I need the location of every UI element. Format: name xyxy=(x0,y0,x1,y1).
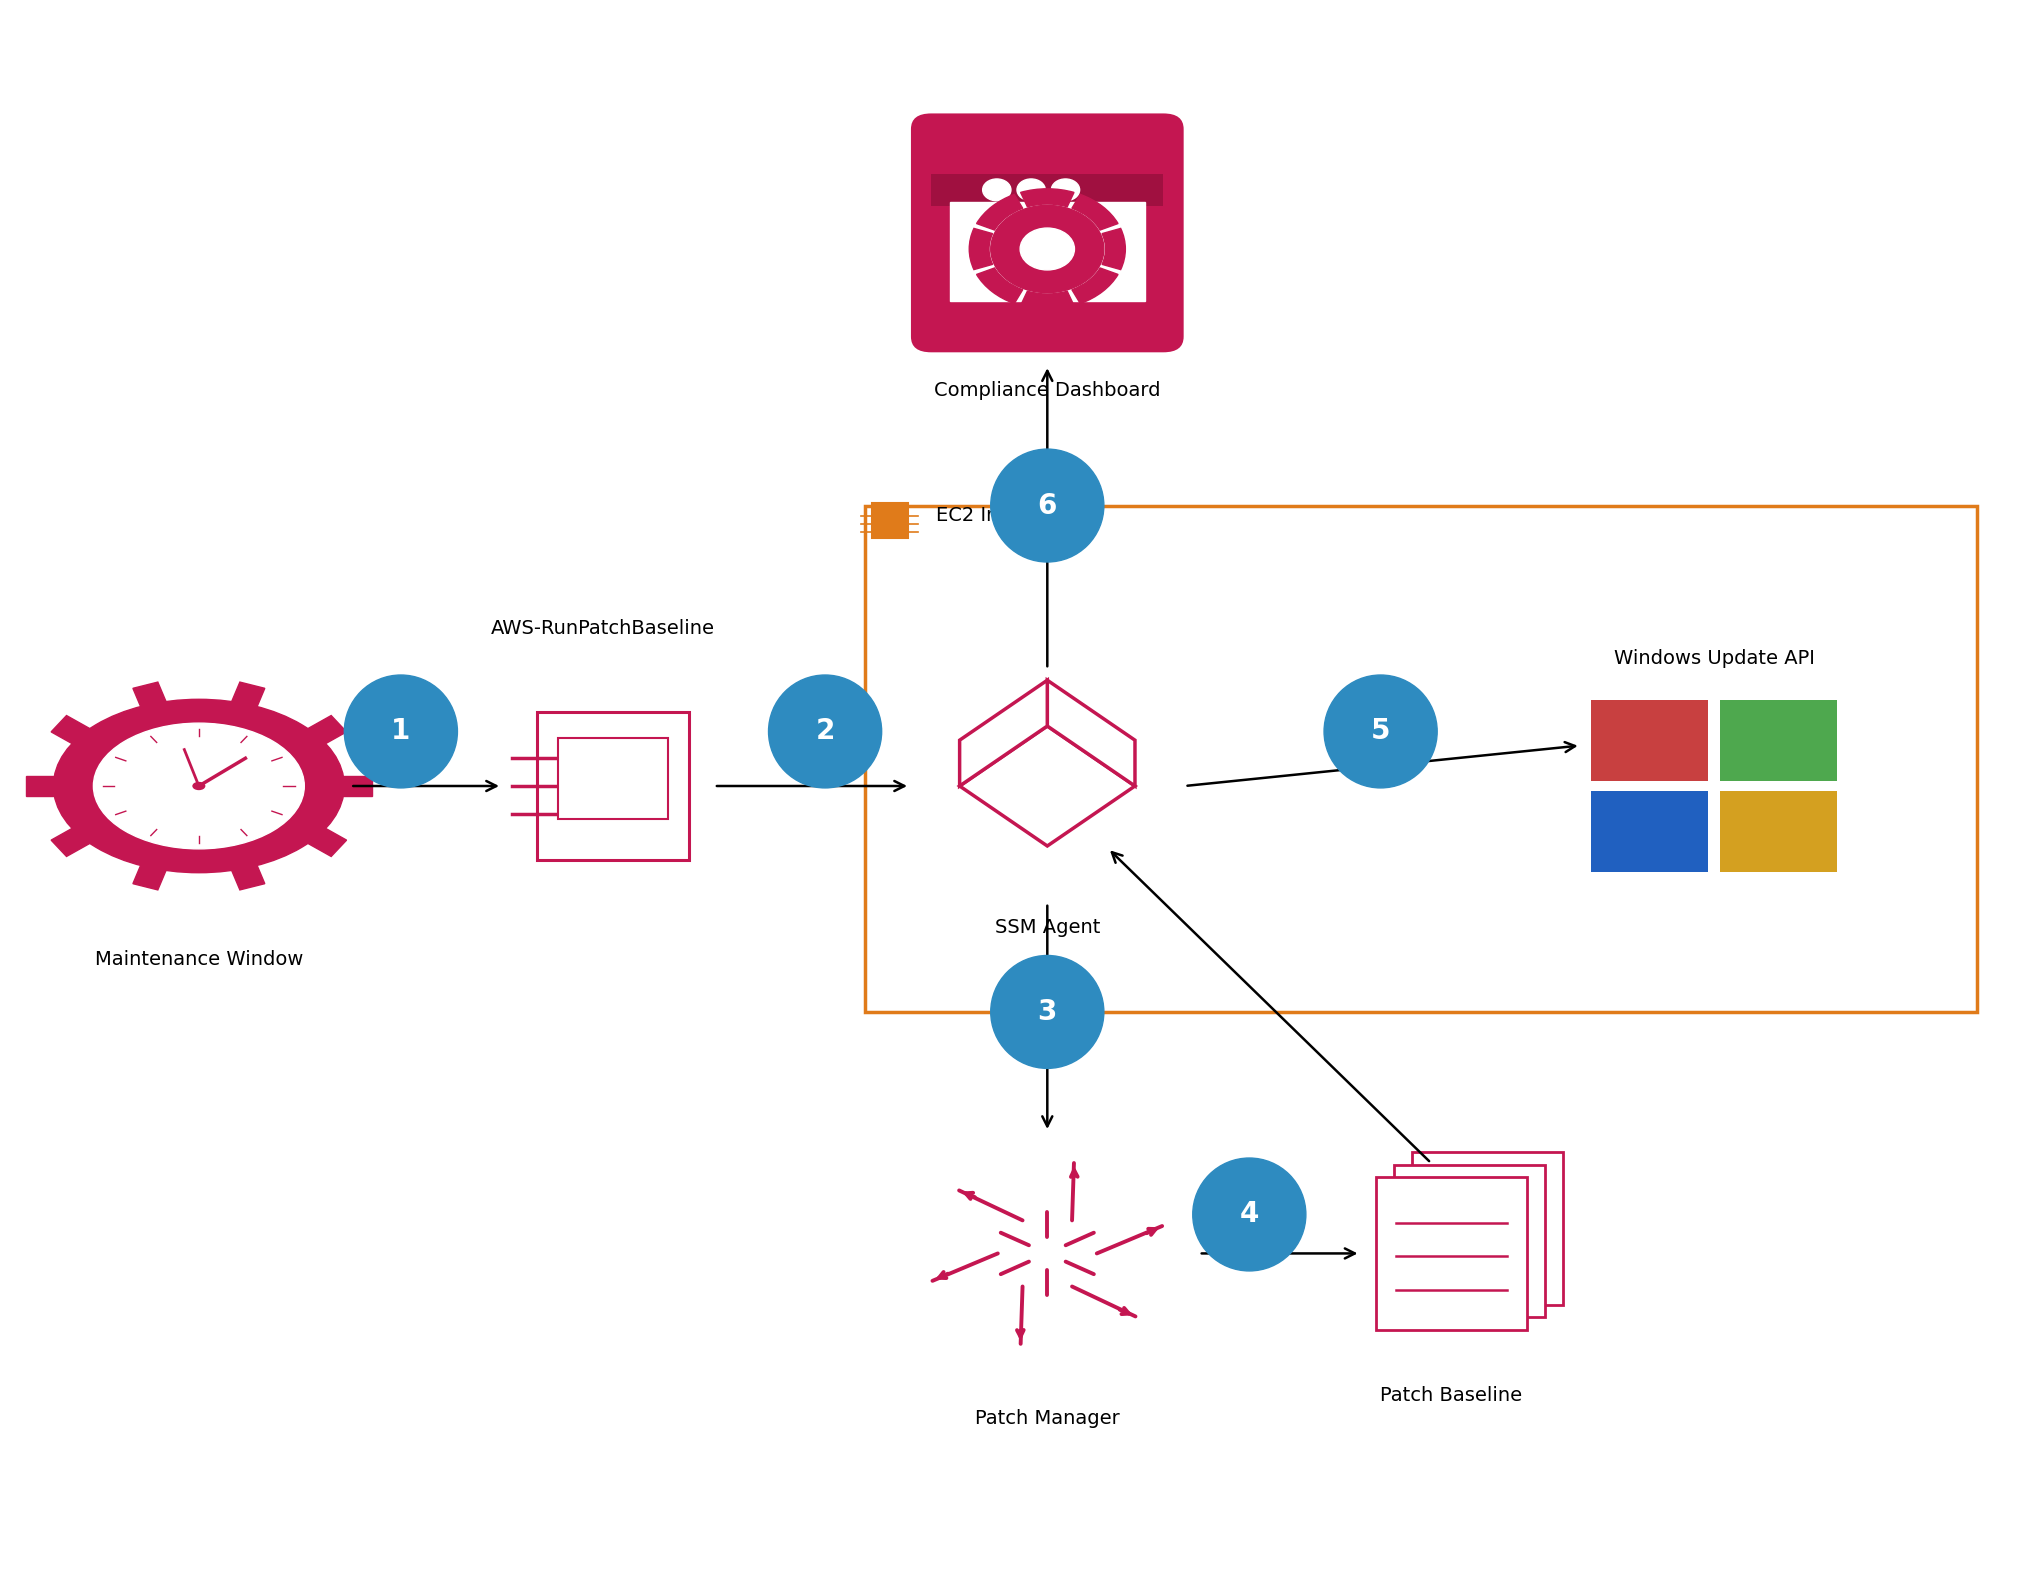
FancyBboxPatch shape xyxy=(871,503,907,538)
FancyBboxPatch shape xyxy=(537,712,690,860)
Wedge shape xyxy=(976,195,1023,230)
Text: 6: 6 xyxy=(1037,492,1058,519)
Ellipse shape xyxy=(1192,1159,1306,1270)
Circle shape xyxy=(1021,228,1074,270)
Ellipse shape xyxy=(991,450,1104,561)
Circle shape xyxy=(982,179,1011,201)
Polygon shape xyxy=(340,777,372,795)
Wedge shape xyxy=(1021,291,1074,310)
FancyBboxPatch shape xyxy=(911,113,1184,352)
Wedge shape xyxy=(1072,267,1119,303)
Ellipse shape xyxy=(193,783,205,789)
Text: AWS-RunPatchBaseline: AWS-RunPatchBaseline xyxy=(490,619,714,638)
Text: 3: 3 xyxy=(1037,998,1058,1027)
Polygon shape xyxy=(51,825,92,857)
Ellipse shape xyxy=(94,723,305,849)
Ellipse shape xyxy=(344,674,458,788)
FancyBboxPatch shape xyxy=(1375,1177,1528,1330)
Text: 5: 5 xyxy=(1371,717,1391,745)
Text: 1: 1 xyxy=(391,717,411,745)
Wedge shape xyxy=(1072,195,1119,230)
Wedge shape xyxy=(976,267,1023,303)
Polygon shape xyxy=(230,860,264,890)
Text: 2: 2 xyxy=(816,717,834,745)
Polygon shape xyxy=(305,825,346,857)
FancyBboxPatch shape xyxy=(559,737,667,819)
Ellipse shape xyxy=(53,700,344,872)
Text: Compliance Dashboard: Compliance Dashboard xyxy=(934,380,1161,399)
Text: SSM Agent: SSM Agent xyxy=(995,918,1100,937)
FancyBboxPatch shape xyxy=(1721,700,1837,781)
FancyBboxPatch shape xyxy=(1721,791,1837,872)
Circle shape xyxy=(1017,179,1045,201)
FancyBboxPatch shape xyxy=(1591,700,1709,781)
Ellipse shape xyxy=(1324,674,1438,788)
Polygon shape xyxy=(132,860,167,890)
Text: Windows Update API: Windows Update API xyxy=(1613,649,1814,668)
Ellipse shape xyxy=(991,956,1104,1069)
FancyBboxPatch shape xyxy=(1393,1165,1546,1317)
Polygon shape xyxy=(51,715,92,747)
Ellipse shape xyxy=(769,674,881,788)
Polygon shape xyxy=(960,681,1048,786)
FancyBboxPatch shape xyxy=(1591,791,1709,872)
Circle shape xyxy=(1052,179,1080,201)
FancyBboxPatch shape xyxy=(932,174,1163,206)
Text: Patch Baseline: Patch Baseline xyxy=(1381,1387,1521,1405)
Text: Patch Manager: Patch Manager xyxy=(974,1409,1119,1429)
Polygon shape xyxy=(1048,681,1135,786)
Polygon shape xyxy=(132,682,167,712)
FancyBboxPatch shape xyxy=(1412,1152,1564,1305)
FancyBboxPatch shape xyxy=(950,203,1145,300)
Wedge shape xyxy=(1021,189,1074,208)
Wedge shape xyxy=(1102,228,1125,269)
Polygon shape xyxy=(305,715,346,747)
Polygon shape xyxy=(230,682,264,712)
Text: EC2 Instance: EC2 Instance xyxy=(936,506,1064,525)
Text: Maintenance Window: Maintenance Window xyxy=(96,949,303,968)
Polygon shape xyxy=(26,777,57,795)
Wedge shape xyxy=(970,228,993,269)
Text: 4: 4 xyxy=(1239,1201,1259,1228)
Polygon shape xyxy=(960,726,1135,846)
Circle shape xyxy=(991,206,1104,292)
